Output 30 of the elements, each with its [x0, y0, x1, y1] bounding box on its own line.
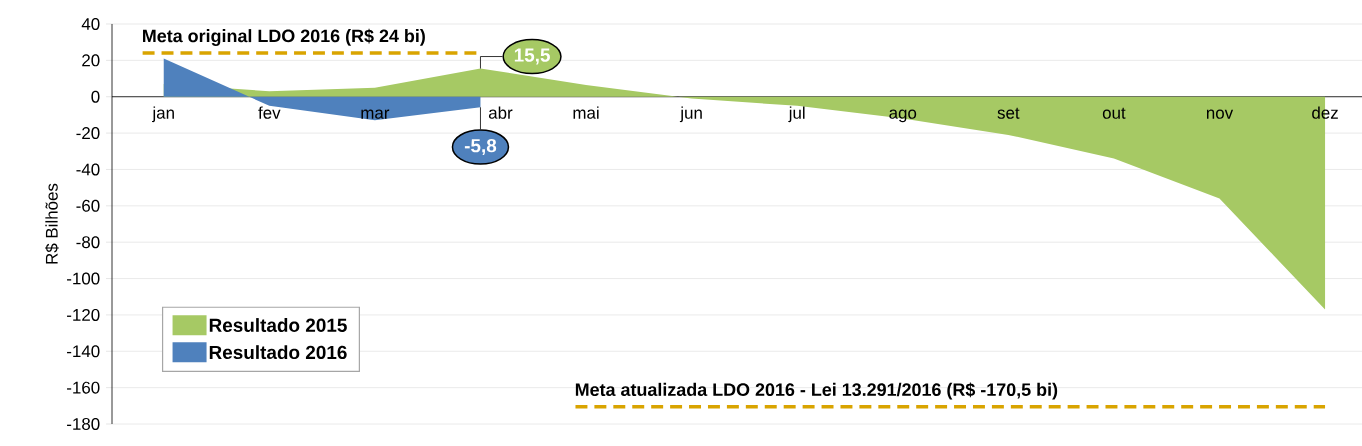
y-tick-label: -120 [67, 308, 100, 321]
ref-line-label: Meta atualizada LDO 2016 - Lei 13.291/2016 (R$ -170,5 bi) [575, 382, 1058, 400]
y-tick-label: -40 [76, 163, 100, 176]
x-tick-label: jun [679, 106, 702, 123]
legend-label: Resultado 2015 [209, 318, 347, 332]
x-tick-label: abr [488, 106, 513, 119]
y-axis-title: R$ Bilhões [45, 183, 59, 264]
x-tick-label: out [1102, 107, 1126, 119]
y-tick-label: 20 [82, 54, 100, 67]
y-tick-label: -140 [67, 345, 100, 358]
ref-line-label: Meta original LDO 2016 (R$ 24 bi) [143, 28, 425, 46]
data-label: -5,8 [464, 138, 497, 156]
x-tick-label: mai [573, 106, 599, 119]
y-tick-label: -160 [67, 381, 100, 394]
x-tick-label: nov [1206, 109, 1234, 119]
y-tick-label: -60 [76, 199, 100, 212]
legend-label: Resultado 2016 [209, 345, 347, 360]
x-tick-label: dez [1312, 106, 1338, 119]
x-tick-label: set [997, 107, 1020, 119]
x-tick-label: jul [788, 106, 805, 123]
y-tick-label: -100 [67, 272, 100, 285]
y-tick-label: -80 [76, 236, 100, 249]
y-tick-label: -20 [76, 127, 100, 140]
x-tick-label: fev [258, 106, 281, 119]
y-tick-label: 40 [81, 18, 100, 30]
y-tick-label: 0 [91, 90, 100, 103]
x-tick-label: jan [152, 106, 174, 123]
x-tick-label: mar [361, 109, 390, 119]
y-tick-label: -180 [67, 418, 100, 430]
data-label: 15,5 [514, 48, 550, 65]
